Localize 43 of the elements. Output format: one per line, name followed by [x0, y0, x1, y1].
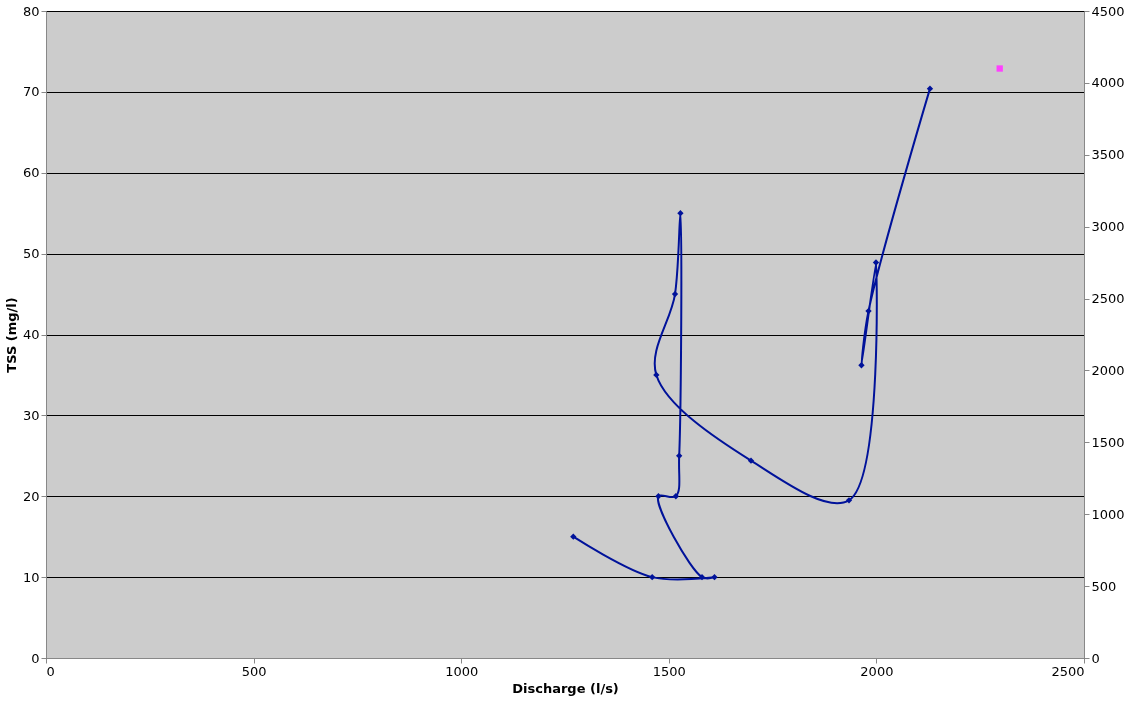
y-tick-label: 50 [22, 246, 40, 262]
y2-tick-label: 1000 [1091, 506, 1125, 522]
y2-tick-label: 500 [1091, 578, 1117, 594]
point [655, 493, 662, 500]
point [671, 290, 679, 298]
y2-tick-label: 0 [1091, 650, 1100, 666]
x-axis-title: Discharge (l/s) [512, 680, 619, 696]
point [676, 452, 683, 459]
y2-tick-label: 4000 [1091, 75, 1125, 91]
y2-tick-label: 4500 [1091, 3, 1125, 19]
x-tick-label: 0 [46, 663, 55, 679]
y2-tick-label: 2000 [1091, 362, 1125, 378]
y2-tick-label: 3500 [1091, 147, 1125, 163]
point [677, 210, 684, 217]
y-tick-label: 30 [22, 407, 40, 423]
point [653, 371, 660, 379]
point [926, 85, 934, 92]
point [672, 493, 680, 500]
y-axis-title: TSS (mg/l) [3, 297, 19, 373]
point [649, 573, 656, 581]
y2-tick-label: 2500 [1091, 291, 1125, 307]
point [570, 533, 577, 540]
point [698, 573, 706, 581]
x-tick-label: 2000 [860, 663, 894, 679]
y-tick-label: 20 [22, 488, 40, 504]
y-tick-label: 40 [22, 327, 40, 342]
y-tick-label: 70 [22, 84, 40, 100]
point [858, 362, 865, 369]
y2-tick-label: 3000 [1091, 219, 1125, 235]
point [872, 259, 880, 266]
point [747, 457, 755, 464]
y-tick-label: 0 [31, 650, 40, 666]
point [711, 573, 718, 581]
point [865, 307, 872, 315]
y-tick-label: 60 [22, 165, 40, 181]
y2-tick-label: 1500 [1091, 434, 1125, 450]
x-tick-label: 500 [241, 663, 267, 679]
y-tick-label: 10 [22, 569, 40, 585]
x-tick-label: 1000 [445, 663, 479, 679]
x-tick-label: 2500 [1051, 663, 1085, 679]
y-tick-label: 80 [22, 3, 40, 19]
x-tick-label: 1500 [652, 663, 686, 679]
point [845, 497, 853, 504]
